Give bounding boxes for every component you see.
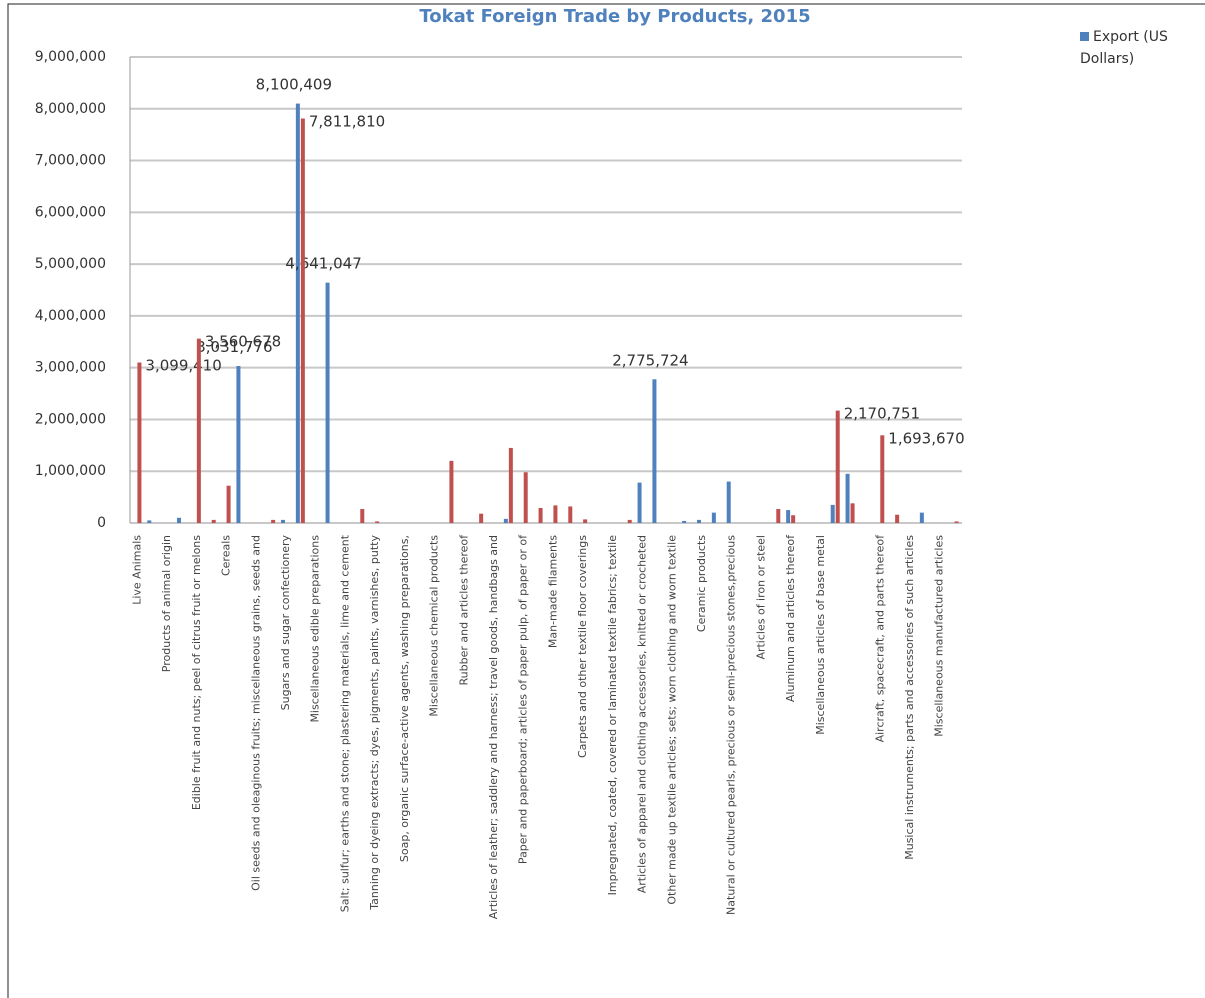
y-tick-label: 4,000,000 [35, 308, 106, 324]
bar [627, 519, 632, 523]
data-label: 7,811,810 [309, 113, 385, 131]
x-tick-label: Oil seeds and oleaginous fruits; miscell… [249, 535, 262, 891]
bar [880, 435, 885, 523]
x-tick-label: Carpets and other textile floor covering… [576, 535, 589, 758]
x-tick-label: Cereals [220, 535, 233, 576]
x-tick-label: Sugars and sugar confectionery [279, 535, 292, 711]
x-tick-label: Aluminum and articles thereof [784, 534, 797, 702]
bar [791, 515, 796, 523]
bar [177, 517, 181, 523]
data-label: 8,100,409 [256, 76, 332, 94]
x-tick-label: Other made up textile articles; sets; wo… [665, 535, 678, 905]
bar [508, 447, 513, 523]
y-tick-label: 0 [97, 515, 106, 531]
bar [726, 481, 731, 523]
x-tick-label: Miscellaneous manufactured articles [933, 535, 946, 737]
y-tick-label: 9,000,000 [35, 49, 106, 65]
x-tick-label: Ceramic products [695, 535, 708, 632]
x-tick-label: Products of animal origin [160, 535, 173, 672]
x-tick-label: Impregnated, coated, covered or laminate… [606, 535, 619, 896]
bar [830, 504, 835, 523]
y-tick-label: 3,000,000 [35, 360, 106, 376]
x-tick-label: Soap, organic surface-active agents, was… [398, 535, 411, 862]
y-tick-label: 2,000,000 [35, 411, 106, 427]
bar [568, 506, 573, 523]
bar [538, 507, 543, 523]
x-tick-label: Musical instruments; parts and accessori… [903, 535, 916, 860]
x-tick-label: Articles of iron or steel [754, 535, 767, 660]
bar [211, 519, 216, 523]
y-tick-label: 1,000,000 [35, 463, 106, 479]
bar [375, 521, 380, 523]
bar [786, 510, 791, 523]
y-tick-label: 7,000,000 [35, 153, 106, 169]
x-tick-label: Tanning or dyeing extracts; dyes, pigmen… [368, 535, 381, 911]
bar [300, 118, 305, 523]
data-label: 4,641,047 [285, 255, 361, 273]
legend-swatch [1080, 32, 1089, 41]
bar [637, 482, 642, 523]
x-tick-label: Articles of leather; saddlery and harnes… [487, 535, 500, 919]
bar [583, 519, 588, 523]
bar [954, 521, 959, 523]
x-tick-label: Rubber and articles thereof [457, 534, 470, 686]
bar [503, 518, 508, 523]
bar [449, 460, 454, 523]
bar [147, 520, 152, 523]
data-label: 2,775,724 [612, 351, 688, 369]
legend-label: Export (US Dollars) [1080, 29, 1168, 67]
data-label: 3,031,776 [196, 338, 272, 356]
y-tick-label: 8,000,000 [35, 101, 106, 117]
x-tick-label: Articles of apparel and clothing accesso… [636, 535, 649, 893]
x-tick-label: Miscellaneous chemical products [428, 535, 441, 717]
bar [776, 509, 781, 523]
y-tick-label: 5,000,000 [35, 256, 106, 272]
bar [711, 512, 716, 523]
x-tick-label: Edible fruit and nuts; peel of citrus fr… [190, 535, 203, 810]
bar [137, 362, 142, 523]
x-tick-label: Paper and paperboard; articles of paper … [517, 534, 530, 864]
x-tick-label: Man-made filaments [546, 535, 559, 648]
chart-title: Tokat Foreign Trade by Products, 2015 [419, 6, 810, 27]
bar [271, 519, 276, 523]
legend: Export (US Dollars) [1080, 26, 1198, 70]
bar [697, 519, 701, 523]
bar [281, 519, 285, 523]
data-label: 3,560,678 [205, 333, 281, 351]
x-tick-label: Aircraft, spacecraft, and parts thereof [873, 534, 886, 743]
bar [325, 282, 330, 523]
bar [553, 505, 558, 523]
bar [835, 410, 840, 523]
bar [682, 520, 687, 523]
bar [360, 509, 365, 523]
frame [7, 3, 1205, 998]
y-tick-label: 6,000,000 [35, 204, 106, 220]
bar [652, 379, 657, 523]
bar [919, 512, 924, 523]
bar [523, 472, 528, 523]
data-label: 1,693,670 [888, 429, 964, 447]
x-tick-label: Natural or cultured pearls, precious or … [725, 535, 738, 915]
x-tick-label: Live Animals [130, 535, 143, 605]
legend-entry: Export (US Dollars) [1080, 26, 1198, 70]
bar [196, 338, 201, 523]
bar [895, 514, 900, 523]
x-tick-label: Miscellaneous articles of base metal [814, 535, 827, 735]
bar [850, 503, 855, 523]
bar [295, 103, 300, 523]
bar [236, 366, 241, 523]
bar [226, 485, 231, 523]
x-tick-label: Salt; sulfur; earths and stone; plasteri… [338, 534, 351, 912]
data-label: 2,170,751 [844, 405, 920, 423]
bar [845, 473, 850, 523]
x-tick-label: Miscellaneous edible preparations [309, 535, 322, 723]
bar [479, 513, 484, 523]
data-label: 3,099,410 [145, 357, 221, 375]
